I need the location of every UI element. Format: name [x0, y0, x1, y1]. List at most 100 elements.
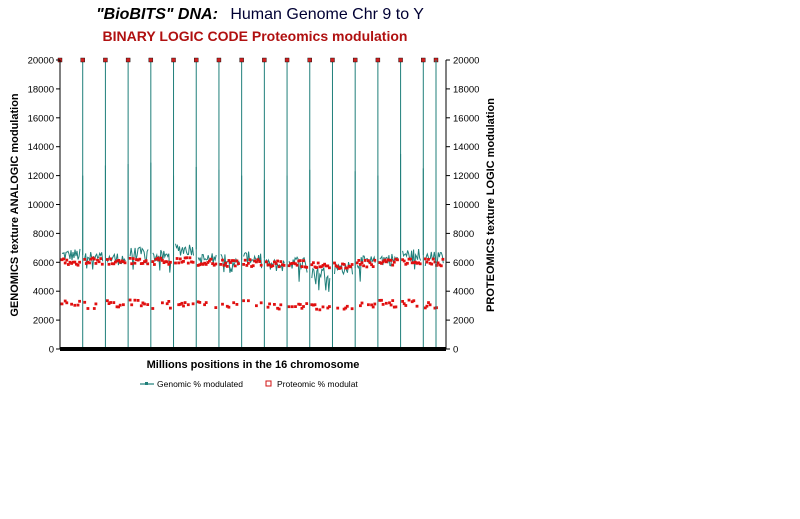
proteomic-point [191, 302, 195, 306]
proteomic-point [92, 257, 96, 261]
proteomic-point [222, 263, 226, 267]
proteomic-point [232, 259, 236, 262]
y-tick-label-left: 18000 [28, 84, 54, 95]
proteomic-point [242, 263, 245, 266]
proteomic-point [224, 261, 228, 265]
proteomic-point [110, 262, 114, 266]
proteomic-point [178, 257, 182, 261]
proteomic-point [370, 303, 373, 307]
proteomic-point [122, 303, 125, 307]
proteomic-point [360, 301, 364, 305]
proteomic-point [289, 262, 293, 266]
legend-genomic-label: Genomic % modulated [157, 379, 243, 389]
proteomic-point [133, 298, 137, 302]
y-tick-label-left: 6000 [33, 258, 54, 269]
proteomic-point [221, 302, 224, 306]
proteomic-point [294, 262, 297, 266]
proteomic-point [212, 263, 216, 267]
proteomic-point [86, 260, 90, 264]
proteomic-point [287, 264, 291, 268]
proteomic-point [247, 261, 250, 265]
proteomic-point [247, 299, 250, 303]
genomic-line-segment [243, 251, 263, 269]
proteomic-point [114, 260, 117, 264]
proteomic-point [198, 263, 202, 267]
proteomic-point [368, 261, 372, 265]
proteomic-point [62, 257, 65, 261]
proteomic-point [323, 262, 326, 266]
proteomic-point [112, 262, 116, 266]
proteomic-point [159, 256, 163, 260]
proteomic-point [313, 303, 317, 307]
proteomic-point [221, 258, 224, 262]
proteomic-point [143, 260, 146, 263]
proteomic-point-top [80, 57, 85, 63]
proteomic-point [334, 264, 338, 268]
proteomic-point [305, 302, 309, 305]
proteomic-point [349, 265, 352, 269]
proteomic-point [180, 301, 184, 305]
proteomic-point [365, 265, 369, 269]
proteomic-point [198, 301, 202, 304]
y-tick-label-right: 10000 [453, 200, 479, 211]
proteomic-point [423, 257, 427, 261]
proteomic-point [130, 303, 134, 307]
proteomic-point [99, 257, 103, 260]
proteomic-point [423, 306, 427, 310]
proteomic-point [417, 261, 420, 265]
proteomic-point [412, 299, 416, 303]
proteomic-point [406, 261, 409, 265]
proteomic-point [165, 302, 169, 306]
proteomic-point [359, 263, 362, 266]
proteomic-point-top [398, 57, 403, 63]
proteomic-point [157, 258, 161, 262]
proteomic-point [251, 264, 255, 268]
y-tick-label-left: 16000 [28, 113, 54, 124]
proteomic-point [138, 257, 142, 261]
proteomic-point [196, 300, 200, 304]
proteomic-point [106, 258, 109, 261]
proteomic-point [162, 261, 166, 264]
proteomic-point [347, 264, 351, 268]
y-tick-label-right: 6000 [453, 258, 474, 269]
proteomic-point [336, 306, 340, 310]
proteomic-point [388, 258, 391, 262]
proteomic-point [425, 260, 429, 264]
proteomic-point [370, 263, 373, 267]
proteomic-point [118, 303, 122, 307]
proteomic-point [115, 259, 119, 263]
proteomic-point [427, 301, 430, 304]
proteomic-point [183, 256, 187, 260]
proteomic-point [141, 262, 145, 265]
y-tick-label-right: 20000 [453, 56, 479, 67]
proteomic-point [83, 258, 87, 261]
proteomic-point-top [262, 57, 267, 63]
proteomic-point [277, 265, 281, 269]
proteomic-point [146, 303, 150, 306]
proteomic-point [60, 258, 64, 262]
proteomic-point [141, 301, 145, 305]
chart-title-prefix: "BioBITS" DNA: [96, 6, 218, 23]
proteomic-point [318, 308, 322, 312]
proteomic-point [78, 299, 81, 303]
proteomic-point [438, 263, 442, 267]
proteomic-point [259, 301, 263, 305]
proteomic-point [203, 261, 206, 265]
proteomic-point [298, 259, 302, 262]
y-tick-label-right: 18000 [453, 84, 479, 95]
proteomic-point [123, 261, 127, 265]
proteomic-point [154, 258, 158, 261]
proteomic-point [63, 261, 67, 265]
proteomic-point [310, 263, 314, 267]
proteomic-point [268, 263, 271, 267]
proteomic-point [312, 303, 315, 307]
proteomic-point [441, 257, 445, 261]
proteomic-point [258, 260, 261, 263]
genomic-line-segment [424, 251, 444, 267]
proteomic-point [115, 305, 119, 309]
proteomic-point [120, 259, 124, 263]
proteomic-point [384, 301, 388, 305]
proteomic-point [204, 263, 208, 266]
proteomic-point [414, 260, 417, 264]
proteomic-point [144, 259, 148, 263]
